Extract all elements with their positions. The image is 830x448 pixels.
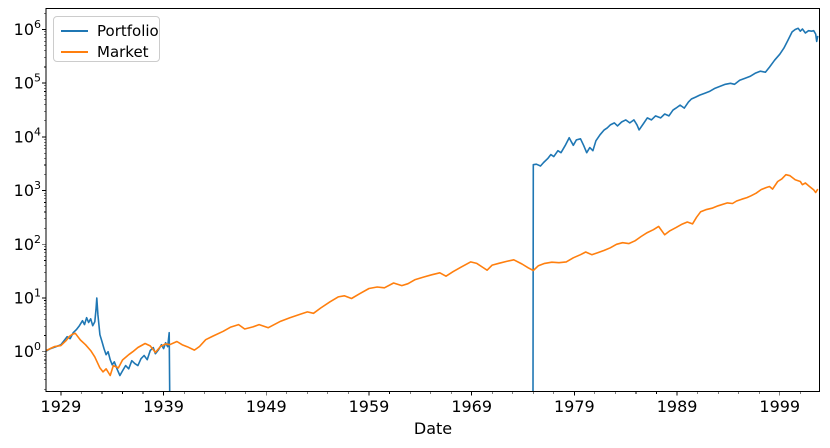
legend-label: Portfolio <box>97 21 159 40</box>
x-tick-label: 1939 <box>143 397 184 416</box>
x-axis-title: Date <box>413 419 453 438</box>
x-tick-label: 1999 <box>759 397 800 416</box>
legend-line-swatch-icon <box>61 50 88 53</box>
portfolio-line <box>46 297 171 392</box>
market-line <box>46 173 819 377</box>
x-tick-label: 1959 <box>349 397 390 416</box>
x-tick-label: 1989 <box>657 397 698 416</box>
series-lines <box>46 27 819 392</box>
legend-entry-market: Market <box>61 41 159 62</box>
y-tick-label: 103 <box>14 179 41 200</box>
y-tick-label: 105 <box>14 72 41 93</box>
x-tick-label: 1949 <box>246 397 287 416</box>
legend-line-swatch-icon <box>61 29 88 32</box>
y-tick-label: 100 <box>14 340 41 361</box>
plot-border <box>45 7 820 393</box>
legend-entry-portfolio: Portfolio <box>61 20 159 41</box>
y-tick-label: 106 <box>14 18 41 39</box>
x-tick-label: 1979 <box>554 397 595 416</box>
axis-ticks <box>42 13 801 396</box>
y-tick-label: 104 <box>14 125 41 146</box>
x-tick-label: 1969 <box>451 397 492 416</box>
axis-tick-labels: 1929 1939 1949 1959 1969 1979 1989 1999 100 101 10… <box>14 18 800 416</box>
legend: Portfolio Market <box>53 16 160 62</box>
legend-label: Market <box>97 42 149 61</box>
y-tick-label: 101 <box>14 287 41 308</box>
axes-spines <box>45 7 820 393</box>
y-tick-label: 102 <box>14 233 41 254</box>
portfolio-line <box>532 27 819 392</box>
x-tick-label: 1929 <box>41 397 82 416</box>
